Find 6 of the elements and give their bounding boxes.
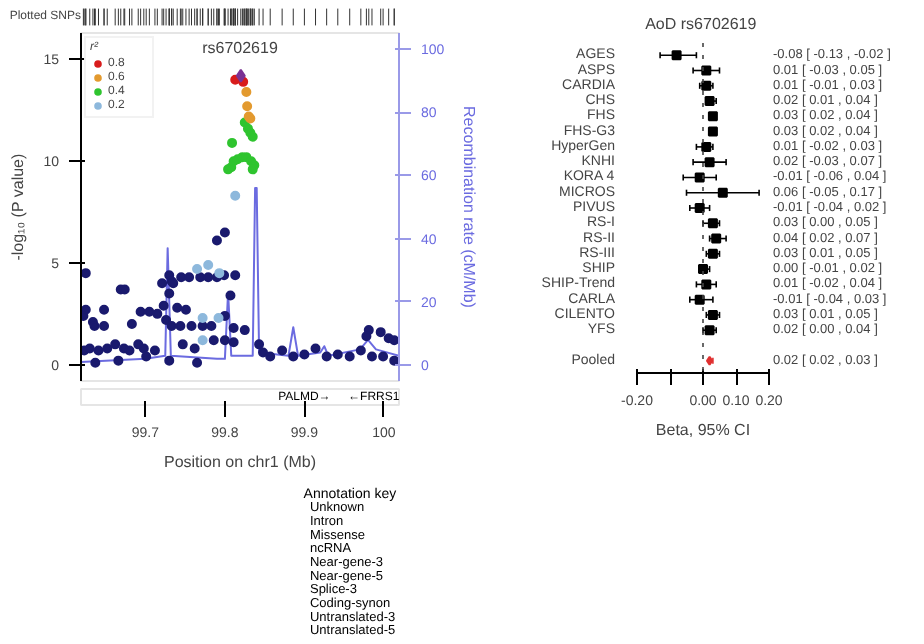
y2-axis-title: Recombination rate (cM/Mb) [460,106,479,309]
chart-title: rs6702619 [202,39,279,57]
x-axis-title: Position on chr1 (Mb) [163,453,317,471]
y-axis-title: -log₁₀ (P value) [9,153,28,261]
chart-title: AoD rs6702619 [645,15,758,33]
x-axis-title: Beta, 95% CI [655,421,751,439]
